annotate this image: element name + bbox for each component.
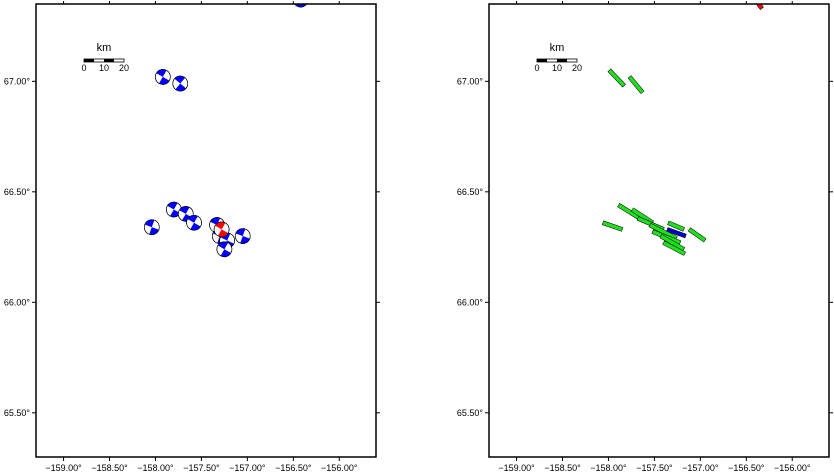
scale-bar-label: 20	[119, 63, 129, 73]
y-tick-label: 65.50°	[4, 408, 31, 418]
x-tick-label: −157.50°	[183, 463, 220, 472]
scale-bar-label: 0	[534, 63, 539, 73]
focal-mechanism-11	[234, 228, 251, 244]
x-tick-label: −156.50°	[275, 463, 312, 472]
map-frame	[488, 3, 830, 458]
fault-segment-11	[667, 220, 685, 232]
fault-segment-3	[601, 220, 624, 232]
y-tick-label: 66.00°	[4, 297, 31, 307]
scale-bar-label: 0	[81, 63, 86, 73]
scale-bar: km 0 10 20	[534, 42, 582, 73]
x-tick-label: −157.50°	[636, 463, 673, 472]
focal-mechanism-10	[216, 241, 233, 258]
y-tick-label: 66.50°	[457, 187, 484, 197]
y-tick-label: 66.50°	[4, 187, 31, 197]
focal-mechanism-3	[143, 219, 160, 235]
x-tick-label: −158.50°	[91, 463, 128, 472]
x-tick-label: −158.00°	[137, 463, 174, 472]
focal-mechanism-4	[166, 201, 182, 218]
x-tick-label: −159.00°	[498, 463, 535, 472]
x-tick-label: −156.00°	[774, 463, 811, 472]
map-frame	[35, 3, 377, 458]
x-tick-label: −156.00°	[321, 463, 358, 472]
focal-mechanism-2	[172, 75, 189, 92]
fault-segment-13	[666, 227, 687, 239]
x-tick-label: −156.50°	[728, 463, 765, 472]
scale-bar-label: 20	[572, 63, 582, 73]
y-tick-label: 65.50°	[457, 408, 484, 418]
right-map-panel: −159.00° −158.50° −158.00° −157.50° −157.00°…	[457, 1, 833, 472]
x-tick-label: −158.50°	[544, 463, 581, 472]
x-tick-label: −159.00°	[45, 463, 82, 472]
fault-segment-10	[662, 240, 686, 256]
scale-bar-title: km	[97, 42, 112, 54]
map-content	[601, 4, 764, 256]
y-tick-label: 67.00°	[4, 76, 31, 86]
scale-bar: km 0 10 20	[81, 42, 129, 73]
x-tick-label: −158.00°	[590, 463, 627, 472]
scale-bar-title: km	[550, 42, 565, 54]
y-tick-label: 66.00°	[457, 297, 484, 307]
focal-mechanism-12	[213, 221, 230, 238]
focal-mechanism-6	[186, 214, 202, 231]
fault-segment-0	[751, 4, 764, 10]
fault-segment-1	[607, 68, 626, 88]
scale-bar-label: 10	[552, 63, 562, 73]
y-tick-label: 67.00°	[457, 76, 484, 86]
map-content	[143, 4, 309, 258]
x-tick-label: −157.00°	[229, 463, 266, 472]
fault-segment-12	[687, 227, 707, 243]
x-tick-label: −157.00°	[682, 463, 719, 472]
focal-mechanism-1	[155, 69, 171, 85]
scale-bar-label: 10	[99, 63, 109, 73]
left-map-panel: −159.00° −158.50° −158.00° −157.50° −157.00°…	[4, 1, 380, 472]
fault-segment-2	[627, 75, 645, 95]
